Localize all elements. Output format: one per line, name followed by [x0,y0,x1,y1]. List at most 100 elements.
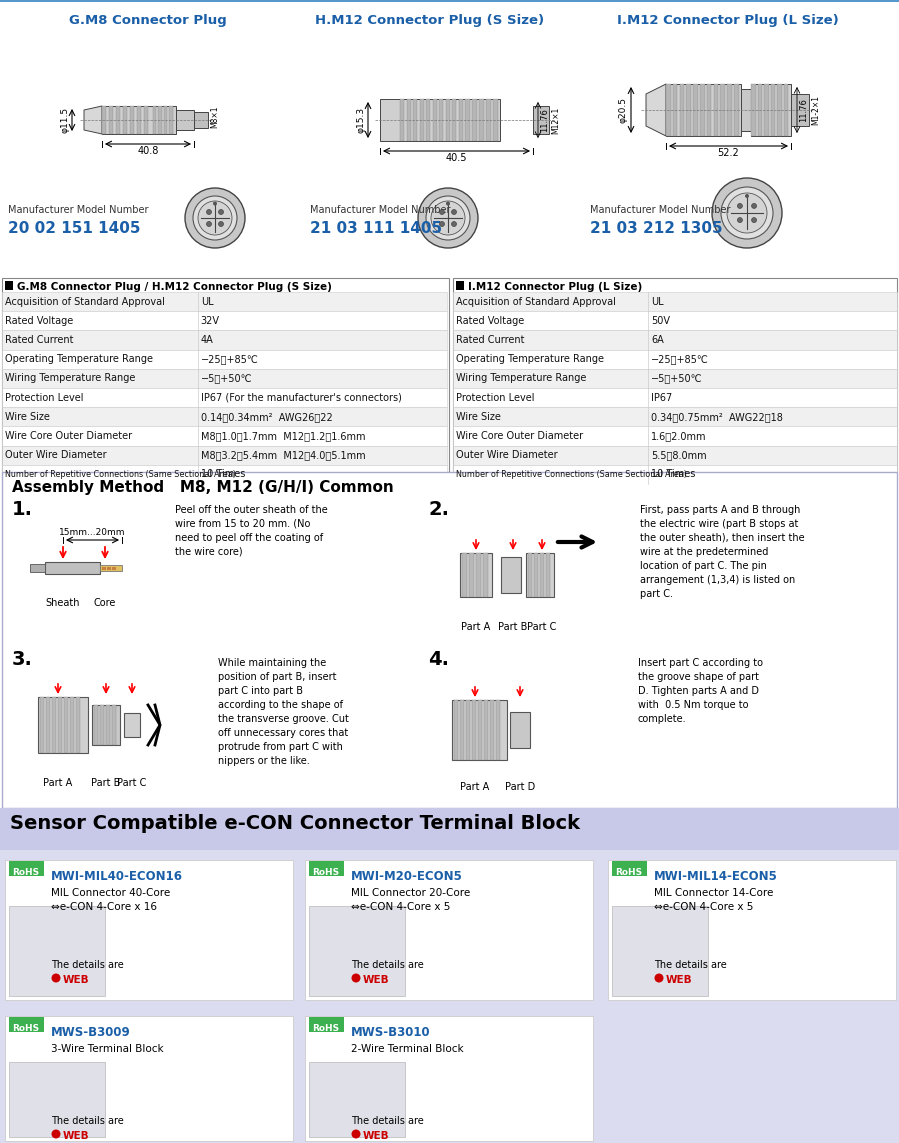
Text: 10 Times: 10 Times [200,470,245,479]
Text: The details are: The details are [351,960,423,970]
Bar [496,700,500,760]
Text: RoHS: RoHS [313,1024,340,1033]
Bar [777,83,781,136]
Text: Sensor Compatible e-CON Connector Terminal Block: Sensor Compatible e-CON Connector Termin… [10,814,580,833]
Bar [413,99,417,141]
Bar [106,705,110,745]
Text: 4.: 4. [428,650,449,669]
Bar [472,99,477,141]
Circle shape [418,187,478,248]
Text: MWI-MIL14-ECON5: MWI-MIL14-ECON5 [654,870,778,884]
Bar [400,99,465,141]
Bar [700,83,705,136]
Polygon shape [84,106,102,134]
Text: 21 03 212 1305: 21 03 212 1305 [590,221,723,235]
Text: Part B: Part B [498,622,528,632]
Text: Operating Temperature Range: Operating Temperature Range [456,354,604,365]
Bar [707,83,711,136]
Bar [92,705,120,745]
Bar [546,553,550,597]
Bar [102,106,106,134]
Text: −5～+50℃: −5～+50℃ [200,374,253,383]
Bar [453,465,897,483]
Text: WEB: WEB [363,975,389,985]
Circle shape [440,209,444,215]
Text: WEB: WEB [63,975,90,985]
Circle shape [193,195,237,240]
Bar [107,567,111,569]
Bar [453,350,897,369]
Circle shape [207,222,211,226]
Bar [426,99,430,141]
Text: Protection Level: Protection Level [456,392,535,402]
Bar [30,563,45,572]
Text: MWS-B3010: MWS-B3010 [351,1026,431,1039]
Text: MIL Connector 40-Core: MIL Connector 40-Core [51,888,170,898]
Bar [672,83,677,136]
Text: Part A: Part A [460,782,490,792]
Circle shape [198,201,232,235]
Bar [309,1017,344,1032]
Bar [493,99,498,141]
Text: WEB: WEB [363,1132,389,1141]
Bar [453,291,897,311]
Circle shape [213,201,217,206]
Bar [478,700,482,760]
Bar [534,553,538,597]
Bar [158,106,162,134]
Circle shape [712,178,782,248]
Text: ⇔e-CON 4-Core x 5: ⇔e-CON 4-Core x 5 [351,902,450,912]
Text: −5～+50℃: −5～+50℃ [652,374,703,383]
Circle shape [207,209,211,215]
Bar [45,562,100,574]
Bar [100,565,122,572]
Bar [38,697,88,753]
Bar [687,83,691,136]
Bar [0,808,899,850]
Bar [0,808,899,1143]
Bar [490,700,494,760]
Bar [309,906,405,996]
Bar [309,861,344,876]
Text: Rated Current: Rated Current [5,335,74,345]
Bar [483,553,488,597]
Bar [460,700,464,760]
Text: MWI-MIL40-ECON16: MWI-MIL40-ECON16 [51,870,183,884]
Text: WEB: WEB [63,1132,90,1141]
Text: Wire Core Outer Diameter: Wire Core Outer Diameter [456,431,583,441]
Bar [476,553,481,597]
Text: RoHS: RoHS [616,868,643,877]
Text: M8：3.2～5.4mm  M12：4.0～5.1mm: M8：3.2～5.4mm M12：4.0～5.1mm [200,450,365,461]
Circle shape [352,1129,360,1138]
Text: Part A: Part A [461,622,491,632]
Text: 21 03 111 1405: 21 03 111 1405 [310,221,442,235]
Bar [540,553,544,597]
Text: 1.6～2.0mm: 1.6～2.0mm [652,431,707,441]
Text: Part C: Part C [117,778,147,788]
Text: H.M12 Connector Plug (S Size): H.M12 Connector Plug (S Size) [316,14,545,27]
Text: 50V: 50V [652,315,671,326]
Text: 20 02 151 1405: 20 02 151 1405 [8,221,140,235]
Text: 40.5: 40.5 [446,153,467,163]
Text: 6A: 6A [652,335,664,345]
Text: I.M12 Connector Plug (L Size): I.M12 Connector Plug (L Size) [617,14,839,27]
Bar [714,83,718,136]
Bar [460,553,492,597]
Bar [5,860,293,1000]
Polygon shape [646,83,666,136]
Circle shape [451,209,457,215]
Text: ⇔e-CON 4-Core x 16: ⇔e-CON 4-Core x 16 [51,902,157,912]
Text: G.M8 Connector Plug / H.M12 Connector Plug (S Size): G.M8 Connector Plug / H.M12 Connector Pl… [17,282,332,291]
Bar [612,861,647,876]
Bar [2,330,447,350]
Bar [305,1016,593,1141]
Text: 2-Wire Terminal Block: 2-Wire Terminal Block [351,1044,464,1054]
Text: RoHS: RoHS [13,1024,40,1033]
Text: Operating Temperature Range: Operating Temperature Range [5,354,153,365]
Circle shape [185,187,245,248]
Text: 52.2: 52.2 [717,147,739,158]
Bar [465,99,500,141]
Circle shape [737,203,743,208]
Bar [446,99,450,141]
Text: −25～+85℃: −25～+85℃ [652,354,709,365]
